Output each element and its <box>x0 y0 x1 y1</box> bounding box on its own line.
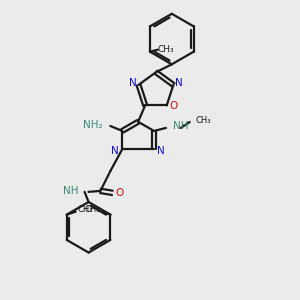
Text: O: O <box>115 188 123 198</box>
Text: O: O <box>169 101 177 111</box>
Text: N: N <box>129 78 137 88</box>
Text: N: N <box>111 146 119 156</box>
Text: N: N <box>175 78 183 88</box>
Text: CH₃: CH₃ <box>158 45 174 54</box>
Text: NH: NH <box>63 186 79 196</box>
Text: NH: NH <box>173 121 188 131</box>
Text: CH₃: CH₃ <box>85 205 100 214</box>
Text: CH₃: CH₃ <box>77 205 93 214</box>
Text: NH₂: NH₂ <box>83 120 102 130</box>
Text: N: N <box>157 146 165 156</box>
Text: CH₃: CH₃ <box>196 116 211 124</box>
